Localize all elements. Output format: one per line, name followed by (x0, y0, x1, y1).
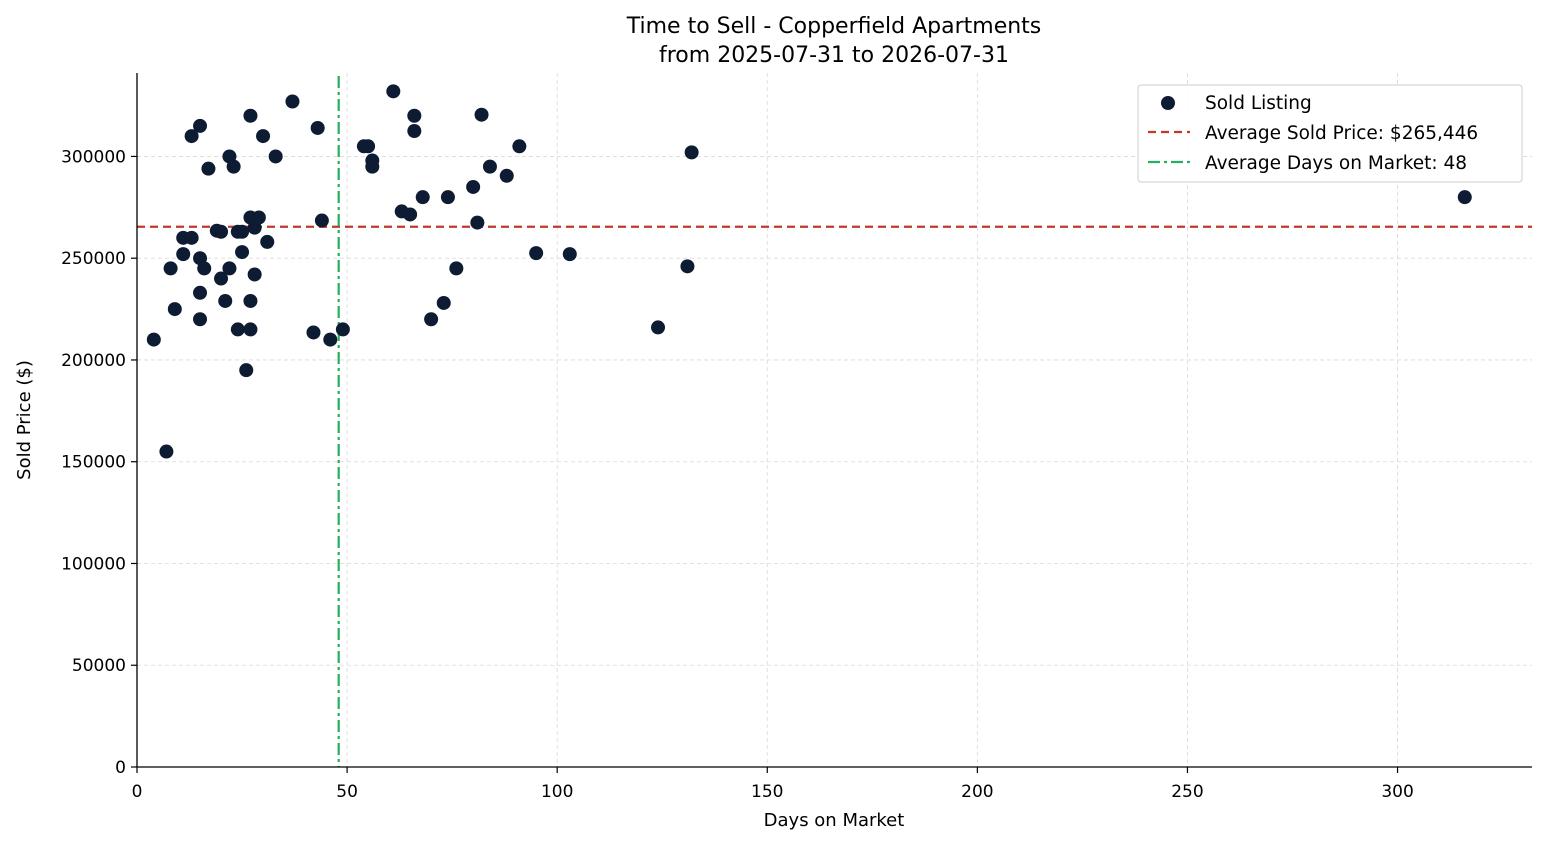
x-tick-label: 300 (1381, 782, 1413, 802)
sold-listing-point (403, 207, 418, 222)
x-tick-label: 150 (751, 782, 783, 802)
sold-listing-point (335, 322, 350, 337)
sold-listing-point (466, 179, 481, 194)
legend-label-avg-price: Average Sold Price: $265,446 (1205, 123, 1478, 144)
y-tick-label: 200000 (61, 351, 126, 371)
sold-listing-point (243, 108, 258, 123)
sold-listing-point (285, 94, 300, 109)
x-tick-label: 50 (336, 782, 358, 802)
sold-listing-point (470, 215, 485, 230)
y-tick-label: 250000 (61, 249, 126, 269)
sold-listing-point (235, 224, 250, 239)
sold-listing-point (235, 245, 250, 260)
sold-listing-point (499, 168, 514, 183)
reference-lines (137, 76, 1532, 767)
sold-listing-point (440, 190, 455, 205)
sold-listing-point (306, 325, 321, 340)
x-tick-label: 250 (1171, 782, 1203, 802)
sold-listing-point (684, 145, 699, 160)
sold-listing-point (146, 332, 161, 347)
legend: Sold Listing Average Sold Price: $265,44… (1137, 84, 1523, 183)
sold-listing-point (214, 271, 229, 286)
sold-listing-point (163, 261, 178, 276)
sold-listing-point (256, 129, 271, 144)
sold-listing-point (449, 261, 464, 276)
sold-listing-point (680, 259, 695, 274)
y-ticks: 0 50000 100000 150000 200000 250000 300000 (61, 147, 137, 778)
sold-listing-point (176, 247, 191, 262)
sold-listing-point (361, 139, 376, 154)
sold-listing-point (323, 332, 338, 347)
chart-subtitle: from 2025-07-31 to 2026-07-31 (659, 43, 1009, 68)
y-tick-label: 50000 (72, 656, 126, 676)
sold-listing-point (407, 124, 422, 139)
sold-listing-point (159, 444, 174, 459)
sold-listing-point (222, 261, 237, 276)
sold-listing-point (482, 159, 497, 174)
sold-listing-point (474, 107, 489, 122)
sold-listing-point (193, 285, 208, 300)
sold-listing-point (218, 293, 233, 308)
sold-listing-point (214, 224, 229, 239)
sold-listing-point (201, 161, 216, 176)
sold-listing-point (193, 312, 208, 327)
x-axis-label: Days on Market (764, 810, 905, 831)
y-tick-label: 100000 (61, 554, 126, 574)
sold-listing-point (243, 322, 258, 337)
y-tick-label: 150000 (61, 453, 126, 473)
sold-listing-point (436, 295, 451, 310)
sold-listing-point (230, 322, 245, 337)
legend-box (1137, 84, 1523, 183)
sold-listing-point (251, 210, 266, 225)
sold-listing-point (512, 139, 527, 154)
legend-label-sold-listing: Sold Listing (1205, 93, 1312, 114)
sold-listing-point (184, 230, 199, 245)
x-tick-label: 100 (541, 782, 573, 802)
sold-listing-point (167, 302, 182, 317)
sold-listing-point (562, 247, 577, 262)
grid-lines (137, 73, 1532, 767)
sold-listing-point (247, 267, 262, 282)
y-tick-label: 300000 (61, 147, 126, 167)
legend-marker-sold-listing (1161, 96, 1175, 110)
sold-listing-point (226, 159, 241, 174)
sold-listing-point (197, 261, 212, 276)
sold-listing-point (310, 120, 325, 135)
sold-listing-point (424, 312, 439, 327)
sold-listing-point (314, 213, 329, 228)
data-points (146, 84, 1472, 459)
axes (136, 73, 1532, 768)
sold-listing-point (415, 190, 430, 205)
x-tick-label: 0 (132, 782, 143, 802)
sold-listing-point (260, 234, 275, 249)
sold-listing-point (365, 159, 380, 174)
sold-listing-point (193, 118, 208, 133)
sold-listing-point (386, 84, 401, 99)
x-tick-label: 200 (961, 782, 993, 802)
chart-title: Time to Sell - Copperfield Apartments (626, 14, 1042, 39)
sold-listing-point (268, 149, 283, 164)
sold-listing-point (243, 293, 258, 308)
y-tick-label: 0 (115, 758, 126, 778)
sold-listing-point (1457, 190, 1472, 205)
sold-listing-point (239, 363, 254, 378)
sold-listing-point (407, 108, 422, 123)
sold-listing-point (529, 246, 544, 261)
sold-listing-point (184, 129, 199, 144)
y-axis-label: Sold Price ($) (14, 360, 35, 480)
sold-listing-point (651, 320, 666, 335)
x-ticks: 0 50 100 150 200 250 300 (132, 767, 1414, 802)
legend-label-avg-days: Average Days on Market: 48 (1205, 153, 1467, 174)
